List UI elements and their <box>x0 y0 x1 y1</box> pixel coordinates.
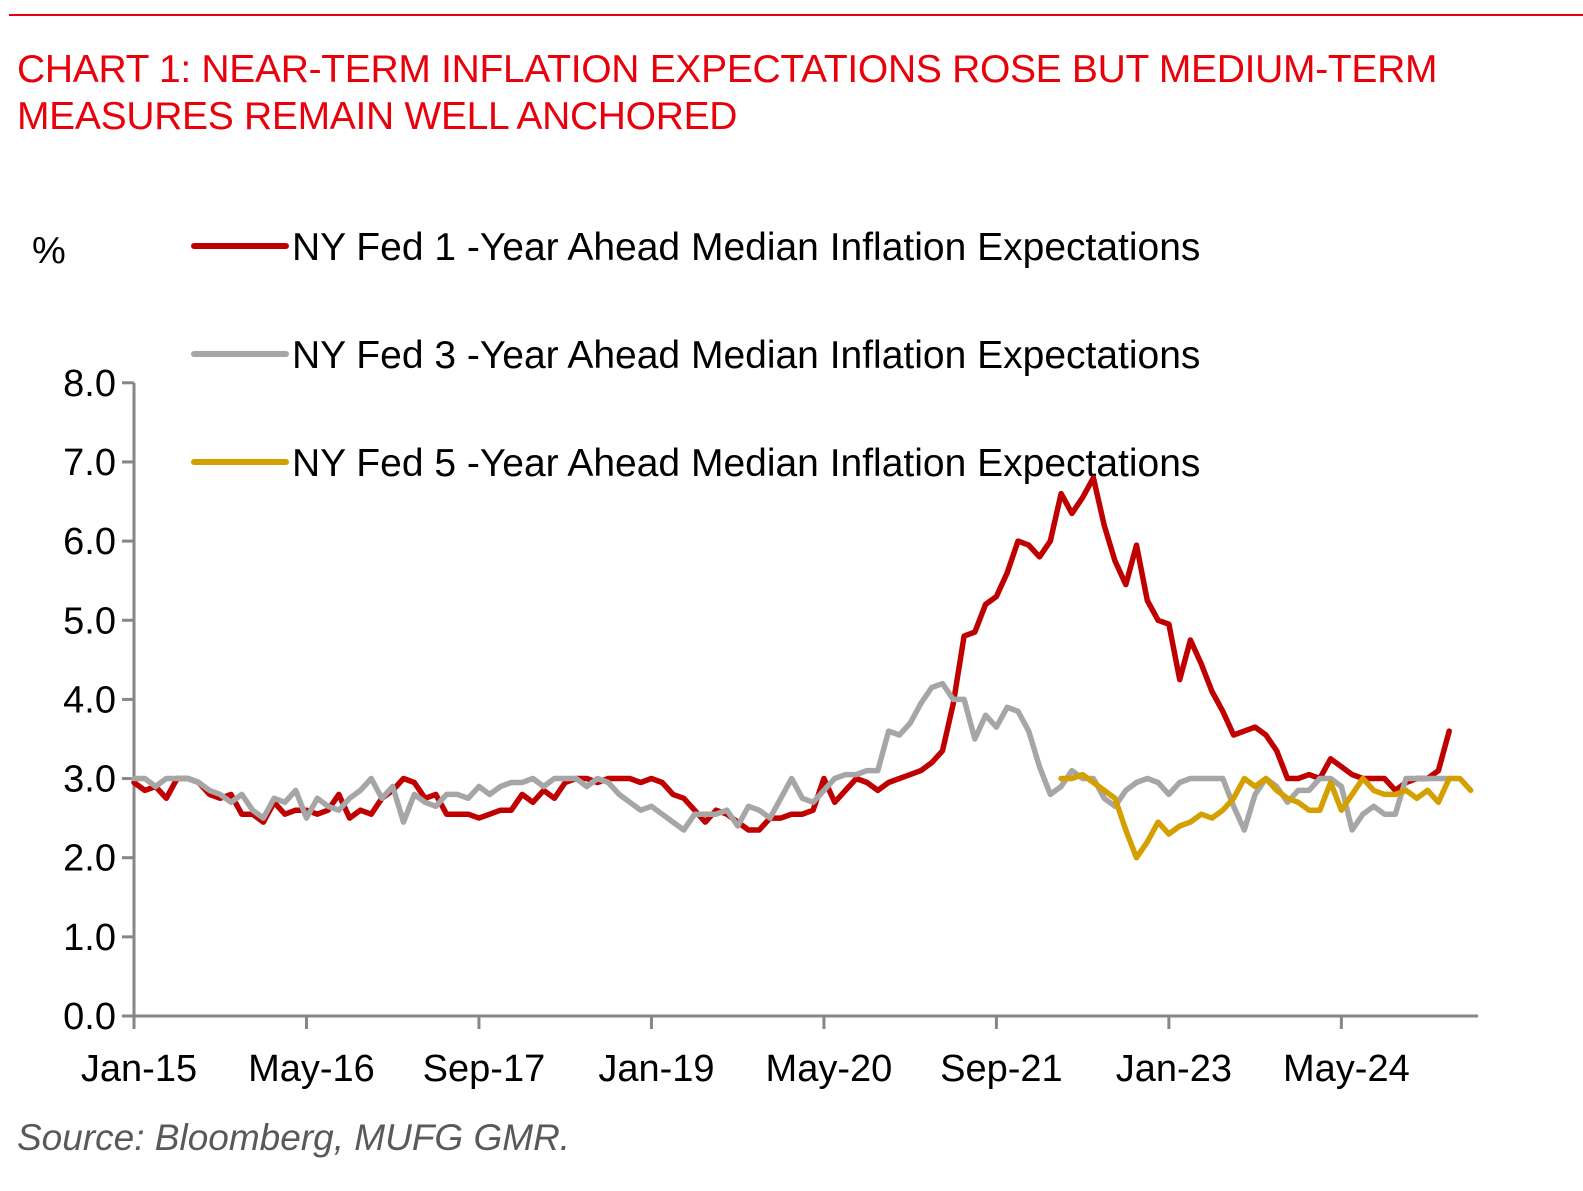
y-tick-label: 8.0 <box>63 363 116 405</box>
series-group <box>131 475 1474 861</box>
y-tick-label: 5.0 <box>63 600 116 642</box>
y-axis-unit-label: % <box>32 230 66 272</box>
chart-title: CHART 1: NEAR-TERM INFLATION EXPECTATION… <box>17 46 1577 140</box>
x-tick-label: Jan-15 <box>81 1048 197 1090</box>
legend-item: NY Fed 1 -Year Ahead Median Inflation Ex… <box>191 226 1200 269</box>
x-tick-label: Jan-23 <box>1116 1048 1232 1090</box>
legend-item: NY Fed 3 -Year Ahead Median Inflation Ex… <box>191 334 1200 377</box>
source-note: Source: Bloomberg, MUFG GMR. <box>17 1117 571 1158</box>
y-tick-label: 4.0 <box>63 679 116 721</box>
y-tick-label: 1.0 <box>63 917 116 959</box>
y-tick-label: 0.0 <box>63 996 116 1038</box>
y-tick-label: 3.0 <box>63 759 116 801</box>
legend-label: NY Fed 5 -Year Ahead Median Inflation Ex… <box>292 442 1200 485</box>
x-tick-label: May-24 <box>1283 1048 1410 1090</box>
series-line-3yr <box>131 680 1452 833</box>
chart-title-line2: MEASURES REMAIN WELL ANCHORED <box>17 95 738 138</box>
x-tick-label: Sep-21 <box>940 1048 1063 1090</box>
x-tick-label: May-16 <box>248 1048 375 1090</box>
y-tick-label: 6.0 <box>63 521 116 563</box>
legend: NY Fed 1 -Year Ahead Median Inflation Ex… <box>191 226 1200 485</box>
x-tick-label: Jan-19 <box>598 1048 714 1090</box>
x-tick-label: May-20 <box>766 1048 893 1090</box>
y-axis: 0.0 1.0 2.0 3.0 4.0 5.0 6.0 7.0 8.0 <box>63 363 136 1038</box>
series-line-5yr <box>1058 771 1474 861</box>
series-line-1yr <box>131 475 1452 833</box>
legend-item: NY Fed 5 -Year Ahead Median Inflation Ex… <box>191 442 1200 485</box>
legend-label: NY Fed 1 -Year Ahead Median Inflation Ex… <box>292 226 1200 269</box>
y-tick-label: 2.0 <box>63 838 116 880</box>
top-rule <box>9 14 1583 16</box>
legend-label: NY Fed 3 -Year Ahead Median Inflation Ex… <box>292 334 1200 377</box>
x-axis: Jan-15 May-16 Sep-17 Jan-19 May-20 Sep-21 Jan-… <box>81 1014 1478 1090</box>
y-tick-label: 7.0 <box>63 442 116 484</box>
x-tick-label: Sep-17 <box>423 1048 546 1090</box>
chart-title-line1: CHART 1: NEAR-TERM INFLATION EXPECTATION… <box>17 48 1438 91</box>
